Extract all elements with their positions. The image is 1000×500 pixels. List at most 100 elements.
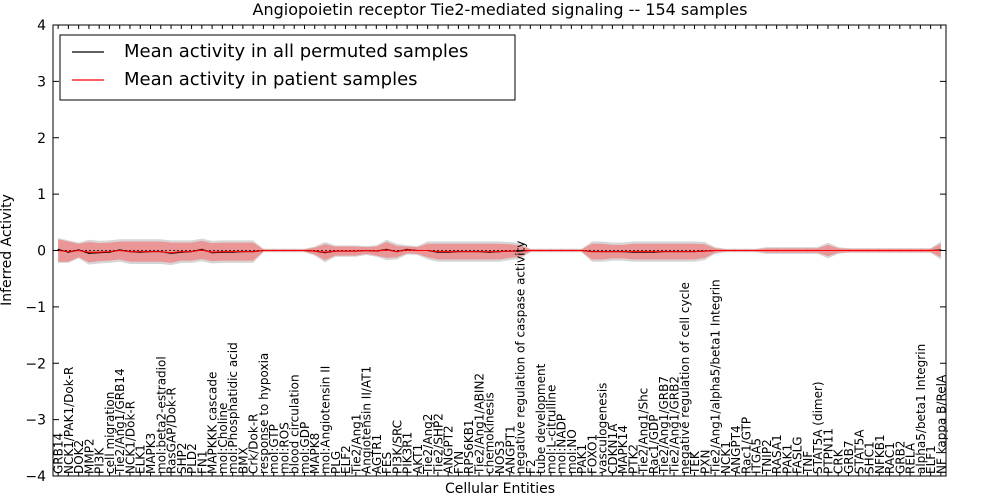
x-tick-label: Tie2/Ang1/alpha5/beta1 Integrin: [709, 279, 723, 475]
series-1-point: [570, 249, 572, 252]
series-1-point: [601, 251, 603, 253]
series-1-point: [98, 251, 100, 253]
series-1-point: [314, 250, 316, 252]
x-tick-label: Rac1/GDP: [647, 415, 661, 474]
series-1-point: [611, 251, 614, 253]
series-1-point: [108, 251, 111, 253]
series-1-point: [221, 251, 223, 253]
series-1-point: [888, 249, 891, 252]
series-1-point: [693, 251, 696, 253]
x-tick-label: Rac1/GTP: [739, 417, 753, 474]
series-1-point: [827, 249, 829, 252]
series-1-point: [160, 251, 162, 253]
x-tick-label: MAPK14: [616, 425, 630, 474]
x-tick-label: mol:Phosphatidic acid: [226, 342, 240, 474]
series-1-point: [909, 249, 911, 252]
x-tick-label: ANGPT1: [503, 425, 517, 474]
x-tick-label: Tie2/Ang1/GRB7: [657, 376, 671, 475]
x-tick-label: Crk/Dok-R: [247, 413, 261, 474]
x-tick-label: FOXO1: [585, 434, 599, 474]
series-1-point: [858, 249, 860, 252]
series-1-point: [375, 250, 377, 252]
x-tick-label: Tie2/Ang2: [421, 414, 435, 475]
series-1-point: [560, 249, 562, 252]
x-tick-label: PTPN11: [821, 428, 835, 474]
chart-title: Angiopoietin receptor Tie2-mediated sign…: [253, 0, 748, 19]
series-1-point: [539, 249, 542, 252]
series-1-point: [652, 251, 655, 253]
series-1-point: [190, 251, 193, 253]
x-tick-label: PI3K/SRC: [390, 420, 404, 474]
legend-label-patient: Mean activity in patient samples: [124, 69, 418, 90]
x-tick-label: CRK: [832, 448, 846, 474]
legend-box: [59, 34, 516, 101]
y-axis: −4 −3 −2 −1 0 1 2 3 4: [25, 18, 946, 485]
series-1-point: [170, 252, 172, 254]
x-tick-label: PAK1: [575, 444, 589, 474]
x-tick-label: Angiotensin II/AT1: [360, 366, 374, 474]
series-1-point: [868, 249, 870, 252]
x-tick-label: TEK: [688, 450, 702, 475]
series-1-point: [786, 249, 788, 252]
x-tick-label: tube development: [534, 363, 548, 474]
series-1-point: [262, 249, 265, 252]
series-1-point: [550, 249, 552, 252]
x-tick-label: negative regulation of cell cycle: [678, 282, 692, 474]
series-1-point: [509, 250, 511, 252]
series-1-point: [273, 249, 275, 252]
series-1-point: [765, 249, 767, 252]
x-tick-label: cell migration: [103, 392, 117, 474]
series-1-point: [344, 250, 347, 252]
series-1-point: [67, 251, 69, 253]
series-1-point: [324, 251, 326, 253]
x-tick-label: PI3K: [93, 447, 107, 474]
x-tick-label: DOK2: [72, 440, 86, 474]
x-tick-label: ANGPT2: [442, 425, 456, 474]
x-tick-label: RASA1: [770, 434, 784, 474]
y-tick-label: 0: [37, 244, 46, 260]
series-1-point: [252, 251, 254, 253]
series-1-point: [817, 249, 819, 252]
x-tick-label: FYN: [452, 451, 466, 474]
series-1-point: [899, 249, 901, 252]
x-tick-label: RELA: [904, 442, 918, 474]
x-tick-label: mol:Angiotensin II: [319, 366, 333, 474]
series-1-point: [478, 251, 480, 253]
series-1-point: [714, 249, 716, 252]
series-1-point: [529, 249, 531, 252]
x-tick-label: alpha5/beta1 Integrin: [914, 344, 928, 474]
x-tick-label: mol:NADP: [555, 414, 569, 474]
series-1-point: [447, 251, 449, 253]
x-tick-label: NCK1: [719, 441, 733, 474]
x-tick-label: vasculogenesis: [596, 383, 610, 474]
x-tick-label: FES: [380, 452, 394, 474]
series-1-point: [734, 249, 737, 252]
x-tick-label: RasGAP/Dok-R: [165, 387, 179, 474]
series-1-point: [704, 250, 706, 252]
x-tick-label: ELK1: [134, 444, 148, 474]
x-tick-label: response to hypoxia: [257, 353, 271, 474]
x-tick-label: Tie2/SHP2: [431, 413, 445, 475]
series-1-point: [837, 249, 839, 252]
series-1-point: [232, 251, 234, 253]
x-tick-label: BMX: [236, 447, 250, 474]
y-tick-label: 4: [37, 18, 46, 34]
series-1-point: [427, 249, 429, 252]
series-1-point: [365, 249, 367, 252]
x-tick-label: PLD2: [185, 443, 199, 474]
x-tick-label: CDKN1A: [606, 423, 620, 474]
series-1-point: [334, 250, 336, 252]
series-1-point: [663, 251, 665, 253]
x-tick-label: GRB14: [52, 433, 66, 474]
x-tick-label: NF kappa B/RelA: [934, 374, 948, 474]
x-tick-label: NFKB1: [873, 434, 887, 474]
y-tick-label: 1: [37, 187, 46, 203]
x-tick-label: SHP2: [175, 442, 189, 474]
x-tick-label: negative regulation of caspase activity: [514, 241, 528, 474]
series-1-point: [385, 249, 388, 251]
series-1-point: [201, 249, 203, 251]
x-tick-label: ANGPT4: [729, 425, 743, 474]
x-tick-label: ELF1: [924, 445, 938, 474]
x-tick-label: F2: [524, 459, 538, 474]
